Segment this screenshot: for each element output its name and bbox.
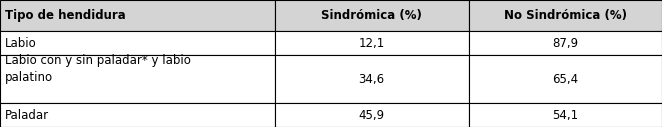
Text: Paladar: Paladar — [5, 108, 50, 122]
Text: Labio con y sin paladar* y labio
palatino: Labio con y sin paladar* y labio palatin… — [5, 54, 191, 84]
Bar — [469, 103, 662, 127]
Bar — [469, 0, 662, 31]
Bar — [0, 103, 275, 127]
Text: Labio: Labio — [5, 37, 37, 50]
Text: 87,9: 87,9 — [552, 37, 579, 50]
Bar — [275, 103, 469, 127]
Bar — [0, 31, 275, 55]
Text: 54,1: 54,1 — [552, 108, 579, 122]
Bar — [275, 0, 469, 31]
Bar — [469, 55, 662, 103]
Text: 65,4: 65,4 — [552, 73, 579, 86]
Text: 45,9: 45,9 — [359, 108, 385, 122]
Bar — [275, 55, 469, 103]
Bar — [469, 31, 662, 55]
Text: No Sindrómica (%): No Sindrómica (%) — [504, 9, 627, 22]
Bar — [0, 0, 275, 31]
Text: Sindrómica (%): Sindrómica (%) — [321, 9, 422, 22]
Text: 34,6: 34,6 — [359, 73, 385, 86]
Text: 12,1: 12,1 — [359, 37, 385, 50]
Text: Tipo de hendidura: Tipo de hendidura — [5, 9, 126, 22]
Bar — [0, 55, 275, 103]
Bar — [275, 31, 469, 55]
